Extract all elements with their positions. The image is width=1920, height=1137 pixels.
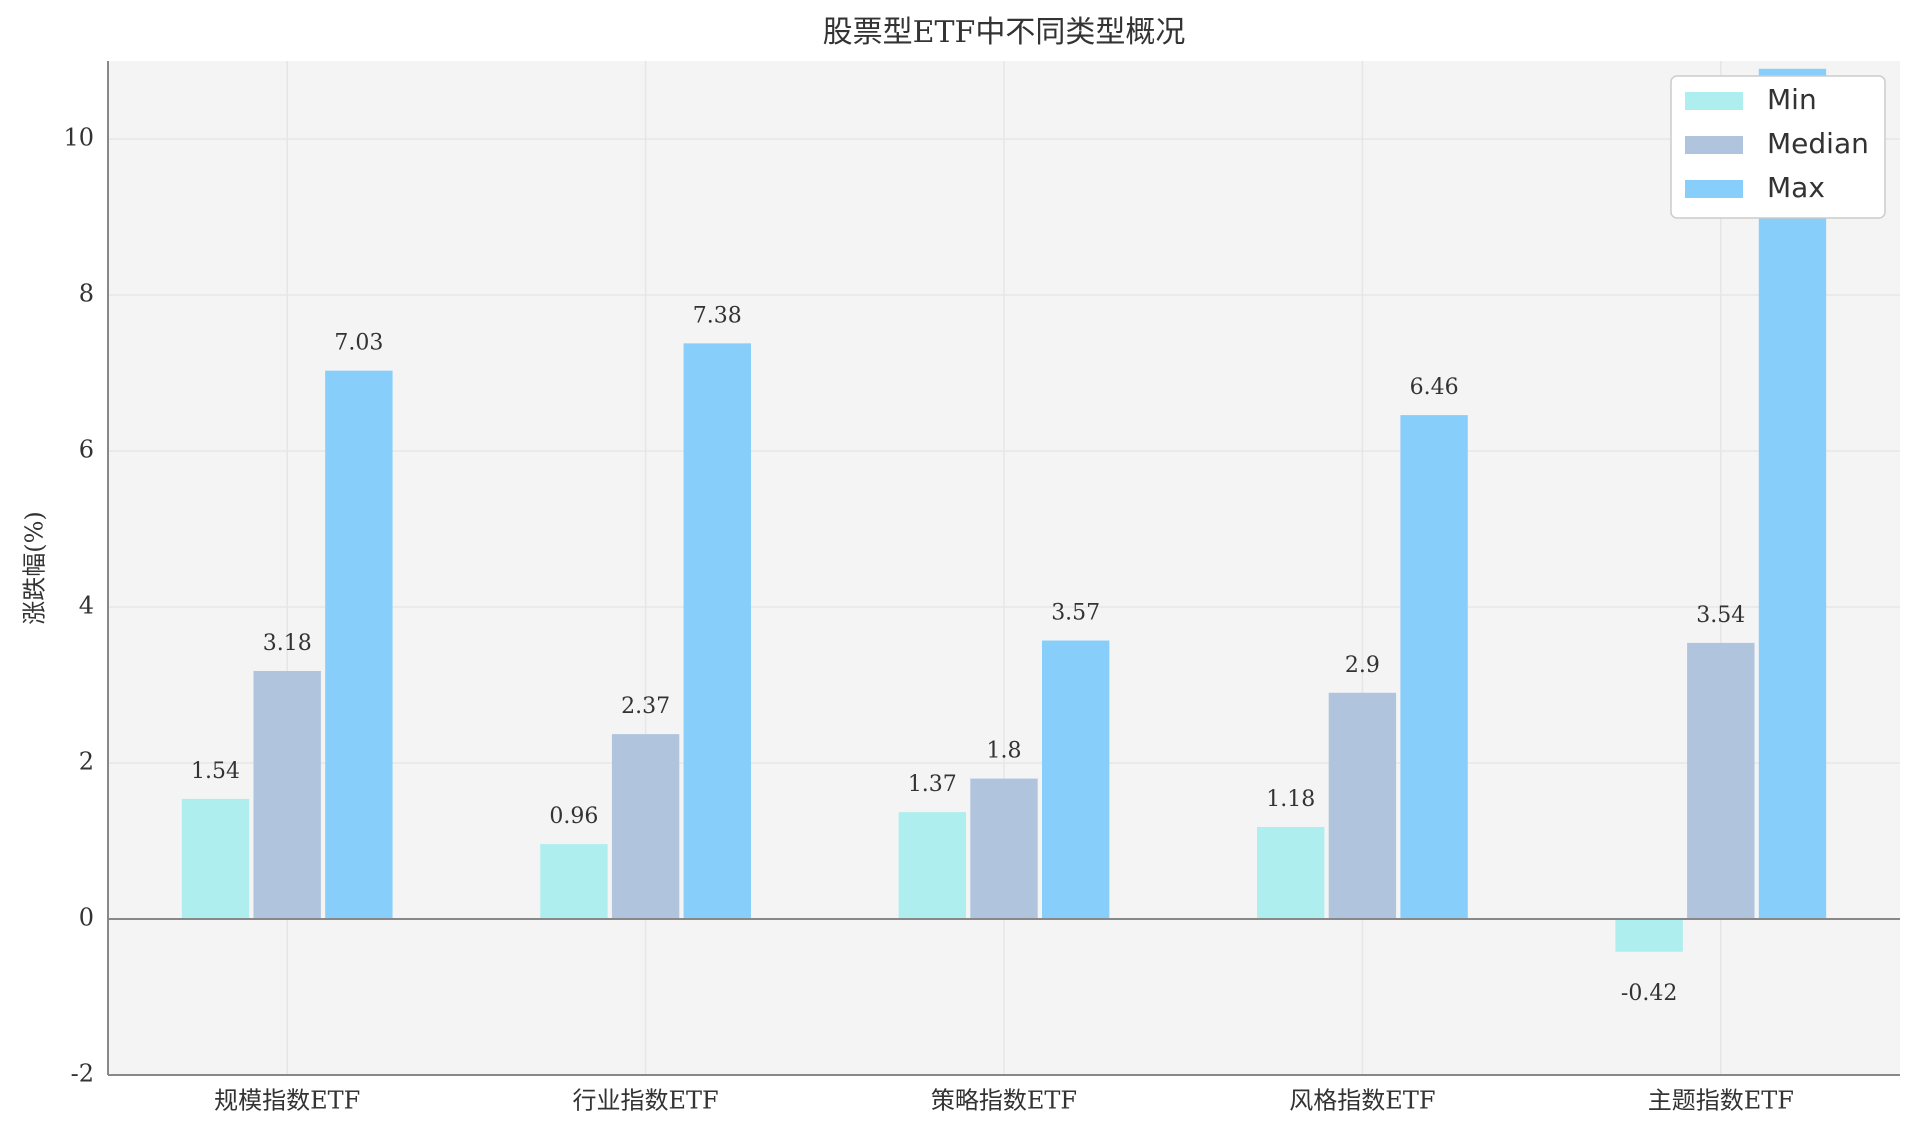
x-tick-label: 策略指数ETF [931,1087,1077,1115]
value-label: 3.18 [263,631,312,656]
y-tick-label: 0 [79,904,94,932]
y-tick-label: -2 [71,1060,94,1088]
y-tick-label: 4 [79,592,94,620]
legend-swatch [1685,180,1743,198]
y-tick-label: 2 [79,748,94,776]
value-label: 3.57 [1051,601,1100,626]
value-label: 10.9 [1768,29,1817,54]
value-label: 2.9 [1345,653,1380,678]
legend-swatch [1685,136,1743,154]
bar [1328,692,1397,919]
value-label: 1.54 [191,759,240,784]
x-tick-label: 行业指数ETF [573,1087,719,1115]
bar [1257,826,1325,919]
legend-label: Median [1767,127,1869,160]
y-tick-label: 10 [63,124,94,152]
legend-label: Max [1767,171,1825,204]
value-label: 1.8 [987,739,1022,764]
bar [611,734,680,919]
bar [970,778,1038,919]
bars [181,68,1827,952]
y-tick-label: 6 [79,436,94,464]
legend-label: Min [1767,83,1817,116]
x-tick-label: 风格指数ETF [1289,1087,1435,1115]
chart-title: 股票型ETF中不同类型概况 [823,15,1186,50]
bar [181,798,250,919]
x-tick-label: 主题指数ETF [1648,1087,1794,1115]
value-label: 2.37 [621,694,670,719]
value-label: 7.38 [693,303,742,328]
value-labels: 1.54 0.96 1.37 1.18 -0.42 3.18 2.37 1.8 2.9 3.54 7… [191,29,1817,1006]
bar [540,844,608,919]
legend: Min Median Max [1670,75,1886,219]
value-label: 1.18 [1266,787,1315,812]
value-label: -0.42 [1621,981,1677,1006]
value-label: 7.03 [334,331,383,356]
bar [683,343,751,919]
value-label: 1.37 [908,772,957,797]
value-label: 0.96 [549,804,598,829]
value-label: 6.46 [1410,375,1459,400]
bar [253,670,321,919]
x-tick-label: 规模指数ETF [214,1087,360,1115]
bar [1041,640,1110,919]
y-axis-label: 涨跌幅(%) [21,511,49,625]
bar [325,370,393,919]
bar [1615,919,1683,952]
legend-swatch [1685,92,1743,110]
bar [1687,642,1755,919]
value-label: 3.54 [1696,603,1745,628]
bar [898,812,967,919]
y-tick-label: 8 [79,280,94,308]
bar [1400,415,1468,919]
